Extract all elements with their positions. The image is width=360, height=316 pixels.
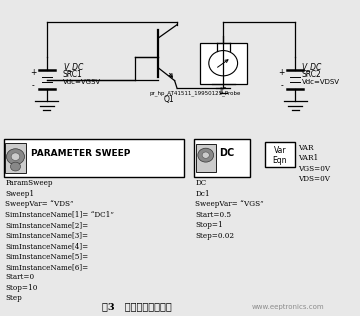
Text: SimInstanceName[5]=: SimInstanceName[5]=: [5, 252, 89, 260]
Text: Stop=10: Stop=10: [5, 284, 38, 292]
Text: Step: Step: [5, 294, 22, 302]
Text: SimInstanceName[6]=: SimInstanceName[6]=: [5, 263, 89, 271]
Text: VAR: VAR: [298, 144, 314, 152]
Circle shape: [198, 148, 214, 162]
Text: Q1: Q1: [164, 95, 175, 104]
Text: www.eeptronics.com: www.eeptronics.com: [252, 304, 324, 310]
Text: Start=0.5: Start=0.5: [195, 211, 231, 219]
Text: PARAMETER SWEEP: PARAMETER SWEEP: [31, 149, 130, 158]
Circle shape: [10, 162, 21, 171]
Circle shape: [209, 51, 238, 76]
Circle shape: [202, 152, 210, 158]
Text: SimInstanceName[4]=: SimInstanceName[4]=: [5, 242, 89, 250]
Text: Sweep1: Sweep1: [5, 190, 35, 198]
Bar: [196, 144, 216, 172]
Text: DC: DC: [195, 179, 206, 187]
Text: VAR1: VAR1: [298, 154, 318, 162]
Bar: [194, 139, 250, 177]
Text: IC: IC: [220, 87, 227, 96]
Text: Vdc=VDSV: Vdc=VDSV: [302, 79, 340, 85]
Text: Vdc=VGSV: Vdc=VGSV: [63, 79, 101, 85]
Text: ParamSweep: ParamSweep: [5, 179, 53, 187]
Text: SimInstanceName[3]=: SimInstanceName[3]=: [5, 232, 89, 240]
Text: SimInstanceName[1]= “DC1”: SimInstanceName[1]= “DC1”: [5, 211, 114, 219]
Text: SRC1: SRC1: [63, 70, 83, 79]
Text: V_DC: V_DC: [302, 63, 322, 71]
Bar: [200, 43, 247, 84]
Text: V_DC: V_DC: [63, 63, 84, 71]
Text: -: -: [280, 81, 283, 90]
Text: Eqn: Eqn: [273, 156, 287, 165]
Text: VGS=0V: VGS=0V: [298, 165, 330, 173]
Text: +: +: [278, 68, 285, 77]
Text: SweepVar= “VDS”: SweepVar= “VDS”: [5, 200, 74, 208]
Text: +: +: [30, 68, 36, 77]
Text: DC: DC: [219, 149, 234, 158]
Text: -: -: [32, 81, 35, 90]
Text: Dc1: Dc1: [195, 190, 210, 198]
Text: SRC2: SRC2: [302, 70, 321, 79]
Bar: [4, 139, 184, 177]
Text: VDS=0V: VDS=0V: [298, 175, 330, 183]
Circle shape: [6, 149, 24, 165]
Text: Step=0.02: Step=0.02: [195, 232, 234, 240]
Text: Var: Var: [274, 146, 286, 155]
Circle shape: [11, 153, 20, 161]
Bar: [265, 142, 295, 167]
Text: Stop=1: Stop=1: [195, 221, 223, 229]
Text: SweepVar= “VGS”: SweepVar= “VGS”: [195, 200, 264, 208]
Text: Start=0: Start=0: [5, 273, 35, 281]
Text: 图3   封装模型仿真电路: 图3 封装模型仿真电路: [102, 303, 172, 312]
Text: pr_hp_AT41511_19950125_Probe: pr_hp_AT41511_19950125_Probe: [149, 90, 241, 96]
Bar: [5, 143, 26, 173]
Text: SimInstanceName[2]=: SimInstanceName[2]=: [5, 221, 89, 229]
